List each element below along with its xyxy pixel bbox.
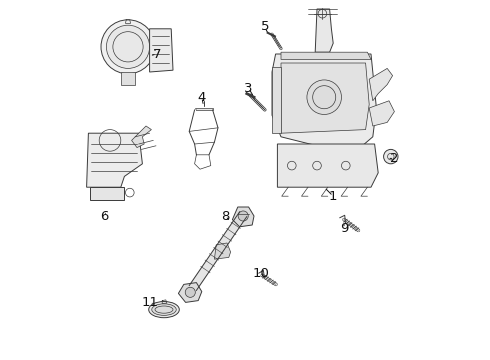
Text: 7: 7	[152, 48, 161, 60]
Text: 10: 10	[253, 267, 270, 280]
Circle shape	[384, 149, 398, 164]
Ellipse shape	[152, 304, 176, 315]
Polygon shape	[87, 133, 143, 187]
Circle shape	[101, 20, 155, 74]
Polygon shape	[189, 212, 247, 291]
Polygon shape	[369, 68, 392, 101]
Polygon shape	[178, 283, 202, 302]
Text: 5: 5	[261, 21, 269, 33]
Polygon shape	[215, 243, 231, 259]
Polygon shape	[90, 187, 124, 200]
Polygon shape	[315, 9, 333, 52]
Polygon shape	[281, 52, 371, 59]
Text: 9: 9	[340, 222, 348, 235]
Circle shape	[238, 211, 248, 221]
Polygon shape	[272, 67, 281, 133]
Polygon shape	[232, 207, 254, 227]
Text: 8: 8	[221, 210, 229, 222]
Text: 2: 2	[390, 152, 399, 165]
Polygon shape	[369, 101, 394, 126]
Ellipse shape	[148, 301, 179, 318]
Text: 1: 1	[329, 190, 338, 203]
Circle shape	[185, 287, 196, 297]
Circle shape	[307, 80, 342, 114]
Circle shape	[106, 25, 149, 68]
Text: 4: 4	[197, 91, 206, 104]
Polygon shape	[277, 144, 378, 187]
Polygon shape	[195, 108, 213, 110]
Polygon shape	[281, 63, 369, 133]
Text: 3: 3	[245, 82, 253, 95]
Polygon shape	[149, 29, 173, 72]
Text: 6: 6	[100, 210, 109, 222]
Polygon shape	[272, 54, 376, 149]
Polygon shape	[132, 126, 151, 148]
Text: 11: 11	[141, 296, 158, 309]
Polygon shape	[121, 72, 135, 85]
